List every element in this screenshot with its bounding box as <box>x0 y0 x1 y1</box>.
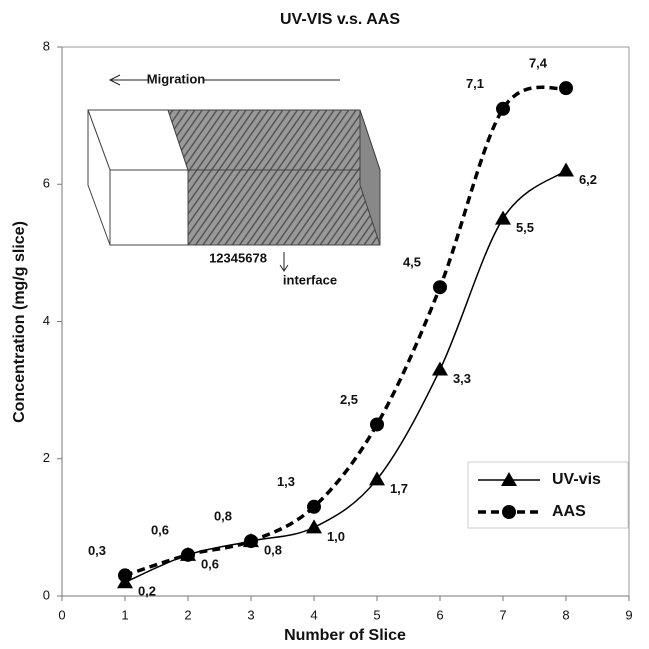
marker <box>558 163 574 177</box>
marker <box>496 102 510 116</box>
x-tick-label: 6 <box>436 607 443 622</box>
marker <box>495 211 511 225</box>
data-label: 7,4 <box>529 56 548 71</box>
data-label: 5,5 <box>516 220 534 235</box>
data-label: 3,3 <box>453 371 471 386</box>
marker <box>306 519 322 533</box>
data-label: 0,6 <box>151 522 169 537</box>
data-label: 0,8 <box>214 509 232 524</box>
y-tick-label: 6 <box>43 176 50 191</box>
box-top-hatched <box>168 110 380 170</box>
data-label: 0,3 <box>88 543 106 558</box>
x-tick-label: 9 <box>625 607 632 622</box>
marker <box>370 417 384 431</box>
data-label: 1,7 <box>390 481 408 496</box>
y-tick-label: 0 <box>43 587 50 602</box>
y-tick-label: 8 <box>43 38 50 53</box>
legend-label: UV-vis <box>552 471 601 488</box>
chart: UV-VIS v.s. AAS Number of Slice Concentr… <box>0 0 649 649</box>
y-tick-label: 2 <box>43 450 50 465</box>
marker <box>433 280 447 294</box>
x-tick-label: 1 <box>121 607 128 622</box>
marker <box>307 500 321 514</box>
legend-marker <box>502 505 516 519</box>
x-tick-label: 4 <box>310 607 317 622</box>
box-front <box>110 170 188 245</box>
data-label: 0,6 <box>201 556 219 571</box>
marker <box>432 362 448 376</box>
data-label: 6,2 <box>579 172 597 187</box>
box-front-hatched <box>188 170 380 245</box>
marker <box>559 81 573 95</box>
x-tick-label: 3 <box>247 607 254 622</box>
data-label: 7,1 <box>466 76 484 91</box>
annotation: interface <box>283 272 337 287</box>
data-label: 4,5 <box>403 255 421 270</box>
legend-box <box>468 462 628 528</box>
data-label: 1,0 <box>327 529 345 544</box>
marker <box>118 568 132 582</box>
annotation: 12345678 <box>209 250 267 265</box>
x-tick-label: 5 <box>373 607 380 622</box>
data-label: 1,3 <box>277 474 295 489</box>
x-tick-label: 0 <box>58 607 65 622</box>
x-axis-label: Number of Slice <box>284 627 406 644</box>
page: UV-VIS v.s. AAS Number of Slice Concentr… <box>0 0 649 649</box>
chart-title: UV-VIS v.s. AAS <box>280 11 400 28</box>
marker <box>369 471 385 485</box>
data-label: 0,8 <box>264 543 282 558</box>
x-tick-label: 2 <box>184 607 191 622</box>
data-label: 0,2 <box>138 584 156 599</box>
marker <box>181 548 195 562</box>
x-tick-label: 8 <box>562 607 569 622</box>
x-tick-label: 7 <box>499 607 506 622</box>
marker <box>244 534 258 548</box>
legend-label: AAS <box>552 503 586 520</box>
inset-diagram: Migration 12345678 interface <box>88 71 380 287</box>
y-axis-label: Concentration (mg/g slice) <box>11 221 28 423</box>
data-label: 2,5 <box>340 392 358 407</box>
y-tick-label: 4 <box>43 313 50 328</box>
annotation: Migration <box>147 71 206 86</box>
